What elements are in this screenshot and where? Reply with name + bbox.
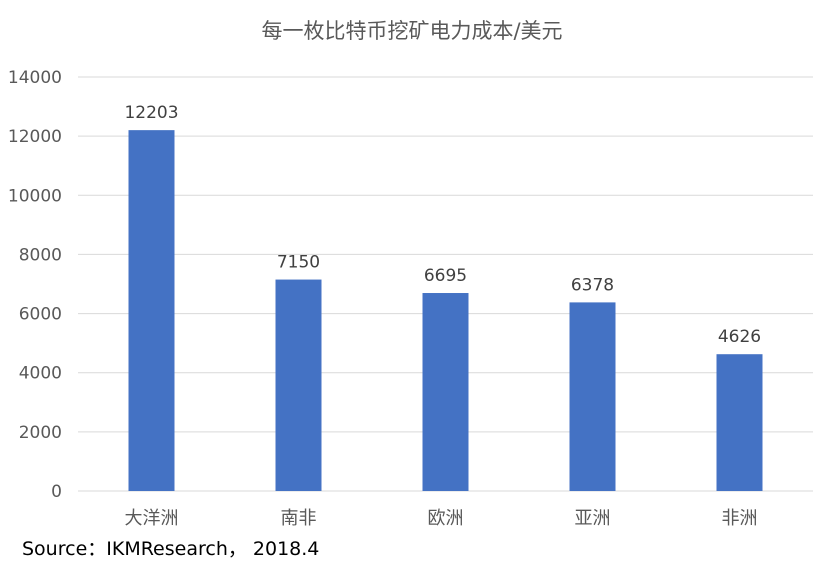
- y-tick-label: 0: [51, 482, 62, 502]
- x-category-label: 欧洲: [428, 508, 464, 529]
- y-tick-label: 10000: [8, 186, 62, 206]
- bar: [422, 293, 469, 491]
- y-tick-label: 6000: [19, 305, 62, 325]
- data-label: 12203: [124, 103, 178, 123]
- y-tick-label: 2000: [19, 423, 62, 443]
- x-category-label: 非洲: [722, 508, 758, 529]
- x-category-label: 大洋洲: [125, 508, 179, 529]
- bar: [569, 302, 616, 491]
- data-label: 4626: [718, 327, 761, 347]
- data-labels: 12203 7150 6695 6378 4626: [124, 103, 761, 347]
- y-tick-label: 14000: [8, 68, 62, 88]
- bar: [275, 279, 322, 491]
- y-tick-label: 12000: [8, 127, 62, 147]
- source-note: Source：IKMResearch， 2018.4: [22, 538, 320, 560]
- x-axis-categories: 大洋洲 南非 欧洲 亚洲 非洲: [125, 508, 758, 529]
- data-label: 7150: [277, 253, 320, 273]
- y-tick-label: 4000: [19, 364, 62, 384]
- y-axis-ticks: 0 2000 4000 6000 8000 10000 12000 14000: [8, 68, 62, 502]
- bars: [128, 130, 763, 491]
- data-label: 6695: [424, 266, 467, 286]
- y-tick-label: 8000: [19, 245, 62, 265]
- bar: [128, 130, 175, 491]
- x-category-label: 南非: [281, 508, 317, 529]
- x-category-label: 亚洲: [575, 508, 611, 529]
- chart-title: 每一枚比特币挖矿电力成本/美元: [261, 19, 562, 43]
- data-label: 6378: [571, 275, 614, 295]
- bar: [716, 354, 763, 491]
